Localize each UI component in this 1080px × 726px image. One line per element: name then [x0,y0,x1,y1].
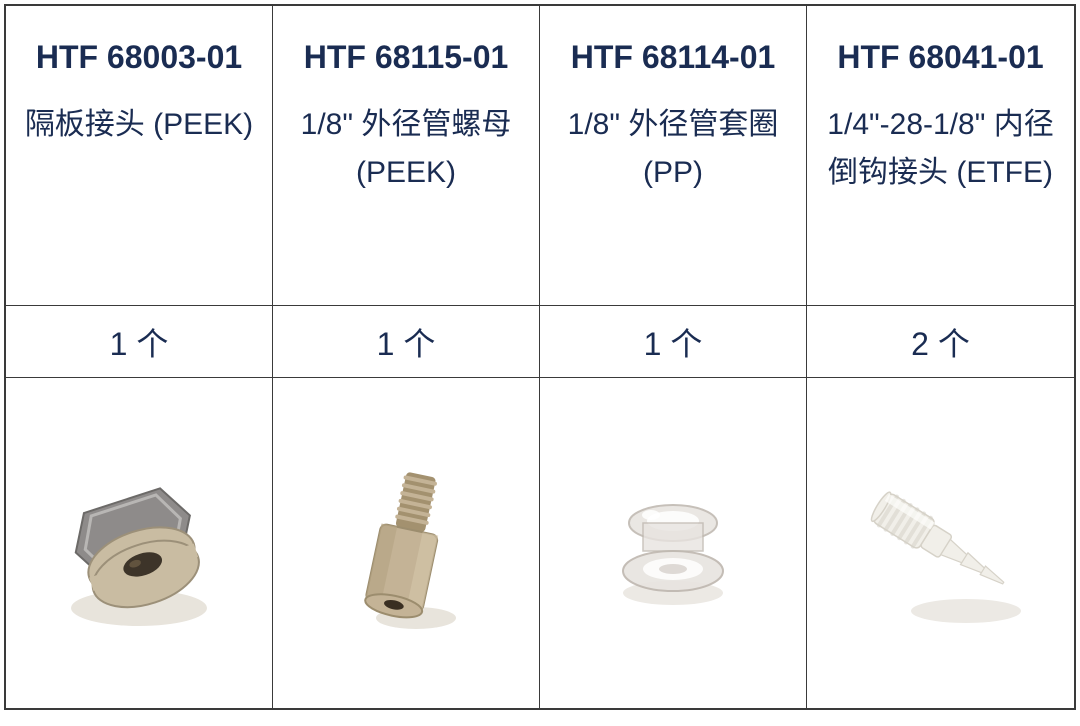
part-number: HTF 68115-01 [304,36,509,79]
quantity: 1 个 [110,319,169,365]
qty-cell-0: 1 个 [6,306,273,378]
header-cell-0: HTF 68003-01 隔板接头 (PEEK) [6,6,273,306]
barbed-fitting-icon [841,443,1041,643]
header-cell-1: HTF 68115-01 1/8" 外径管螺母 (PEEK) [273,6,540,306]
image-cell-3 [807,378,1074,708]
part-number: HTF 68114-01 [571,36,776,79]
part-description: 隔板接头 (PEEK) [25,101,253,149]
part-number: HTF 68003-01 [36,36,242,79]
bulkhead-fitting-icon [39,443,239,643]
quantity: 1 个 [644,319,703,365]
image-cell-1 [273,378,540,708]
part-description: 1/4"-28-1/8" 内径倒钩接头 (ETFE) [821,101,1060,197]
qty-cell-1: 1 个 [273,306,540,378]
part-description: 1/8" 外径管套圈 (PP) [554,101,792,197]
part-description: 1/8" 外径管螺母 (PEEK) [287,101,525,197]
header-cell-3: HTF 68041-01 1/4"-28-1/8" 内径倒钩接头 (ETFE) [807,6,1074,306]
quantity: 1 个 [377,319,436,365]
image-cell-0 [6,378,273,708]
ferrule-icon [573,443,773,643]
nut-fitting-icon [306,443,506,643]
image-cell-2 [540,378,807,708]
qty-cell-2: 1 个 [540,306,807,378]
qty-cell-3: 2 个 [807,306,1074,378]
header-cell-2: HTF 68114-01 1/8" 外径管套圈 (PP) [540,6,807,306]
product-table: HTF 68003-01 隔板接头 (PEEK) HTF 68115-01 1/… [4,4,1076,710]
quantity: 2 个 [911,319,970,365]
part-number: HTF 68041-01 [837,36,1043,79]
